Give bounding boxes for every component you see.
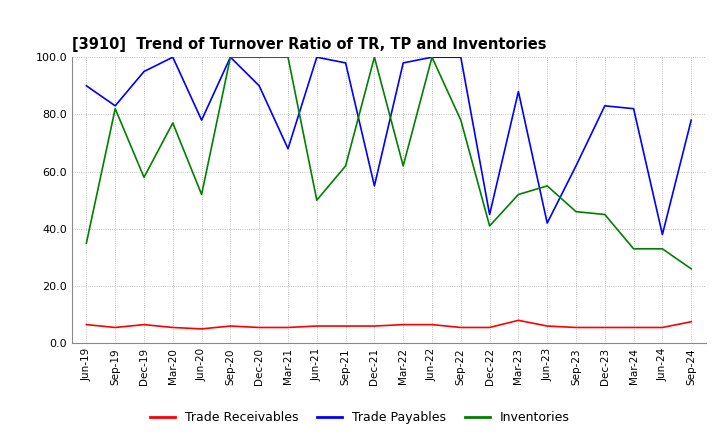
Legend: Trade Receivables, Trade Payables, Inventories: Trade Receivables, Trade Payables, Inven… xyxy=(145,407,575,429)
Text: [3910]  Trend of Turnover Ratio of TR, TP and Inventories: [3910] Trend of Turnover Ratio of TR, TP… xyxy=(72,37,546,52)
Trade Payables xyxy=(168,55,177,60)
Trade Receivables xyxy=(111,325,120,330)
Trade Receivables xyxy=(168,325,177,330)
Trade Receivables xyxy=(428,322,436,327)
Inventories xyxy=(600,212,609,217)
Trade Payables xyxy=(687,117,696,123)
Line: Trade Receivables: Trade Receivables xyxy=(86,320,691,329)
Inventories xyxy=(111,106,120,111)
Inventories xyxy=(514,192,523,197)
Trade Payables xyxy=(312,55,321,60)
Trade Payables xyxy=(284,146,292,151)
Trade Payables xyxy=(629,106,638,111)
Inventories xyxy=(428,55,436,60)
Trade Receivables xyxy=(456,325,465,330)
Inventories xyxy=(399,163,408,169)
Trade Receivables xyxy=(687,319,696,324)
Inventories xyxy=(168,120,177,125)
Trade Payables xyxy=(485,212,494,217)
Inventories xyxy=(687,266,696,271)
Inventories xyxy=(312,198,321,203)
Trade Payables xyxy=(543,220,552,226)
Trade Receivables xyxy=(140,322,148,327)
Inventories xyxy=(82,240,91,246)
Inventories xyxy=(226,55,235,60)
Trade Receivables xyxy=(255,325,264,330)
Trade Payables xyxy=(82,83,91,88)
Trade Payables xyxy=(226,55,235,60)
Trade Receivables xyxy=(370,323,379,329)
Trade Receivables xyxy=(284,325,292,330)
Trade Payables xyxy=(197,117,206,123)
Trade Payables xyxy=(255,83,264,88)
Trade Receivables xyxy=(514,318,523,323)
Inventories xyxy=(255,55,264,60)
Inventories xyxy=(629,246,638,251)
Inventories xyxy=(485,223,494,228)
Trade Payables xyxy=(572,163,580,169)
Trade Payables xyxy=(370,183,379,188)
Trade Receivables xyxy=(341,323,350,329)
Trade Receivables xyxy=(629,325,638,330)
Trade Payables xyxy=(140,69,148,74)
Trade Payables xyxy=(658,232,667,237)
Trade Receivables xyxy=(197,326,206,332)
Inventories xyxy=(197,192,206,197)
Trade Payables xyxy=(428,55,436,60)
Trade Receivables xyxy=(572,325,580,330)
Inventories xyxy=(572,209,580,214)
Trade Receivables xyxy=(485,325,494,330)
Trade Receivables xyxy=(312,323,321,329)
Trade Payables xyxy=(514,89,523,94)
Inventories xyxy=(658,246,667,251)
Trade Receivables xyxy=(658,325,667,330)
Trade Receivables xyxy=(543,323,552,329)
Trade Receivables xyxy=(226,323,235,329)
Trade Payables xyxy=(456,55,465,60)
Inventories xyxy=(456,117,465,123)
Inventories xyxy=(543,183,552,188)
Trade Payables xyxy=(399,60,408,66)
Inventories xyxy=(284,55,292,60)
Trade Receivables xyxy=(600,325,609,330)
Trade Receivables xyxy=(399,322,408,327)
Inventories xyxy=(140,175,148,180)
Trade Payables xyxy=(600,103,609,108)
Line: Trade Payables: Trade Payables xyxy=(86,57,691,235)
Trade Payables xyxy=(341,60,350,66)
Trade Receivables xyxy=(82,322,91,327)
Inventories xyxy=(370,55,379,60)
Line: Inventories: Inventories xyxy=(86,57,691,269)
Trade Payables xyxy=(111,103,120,108)
Inventories xyxy=(341,163,350,169)
